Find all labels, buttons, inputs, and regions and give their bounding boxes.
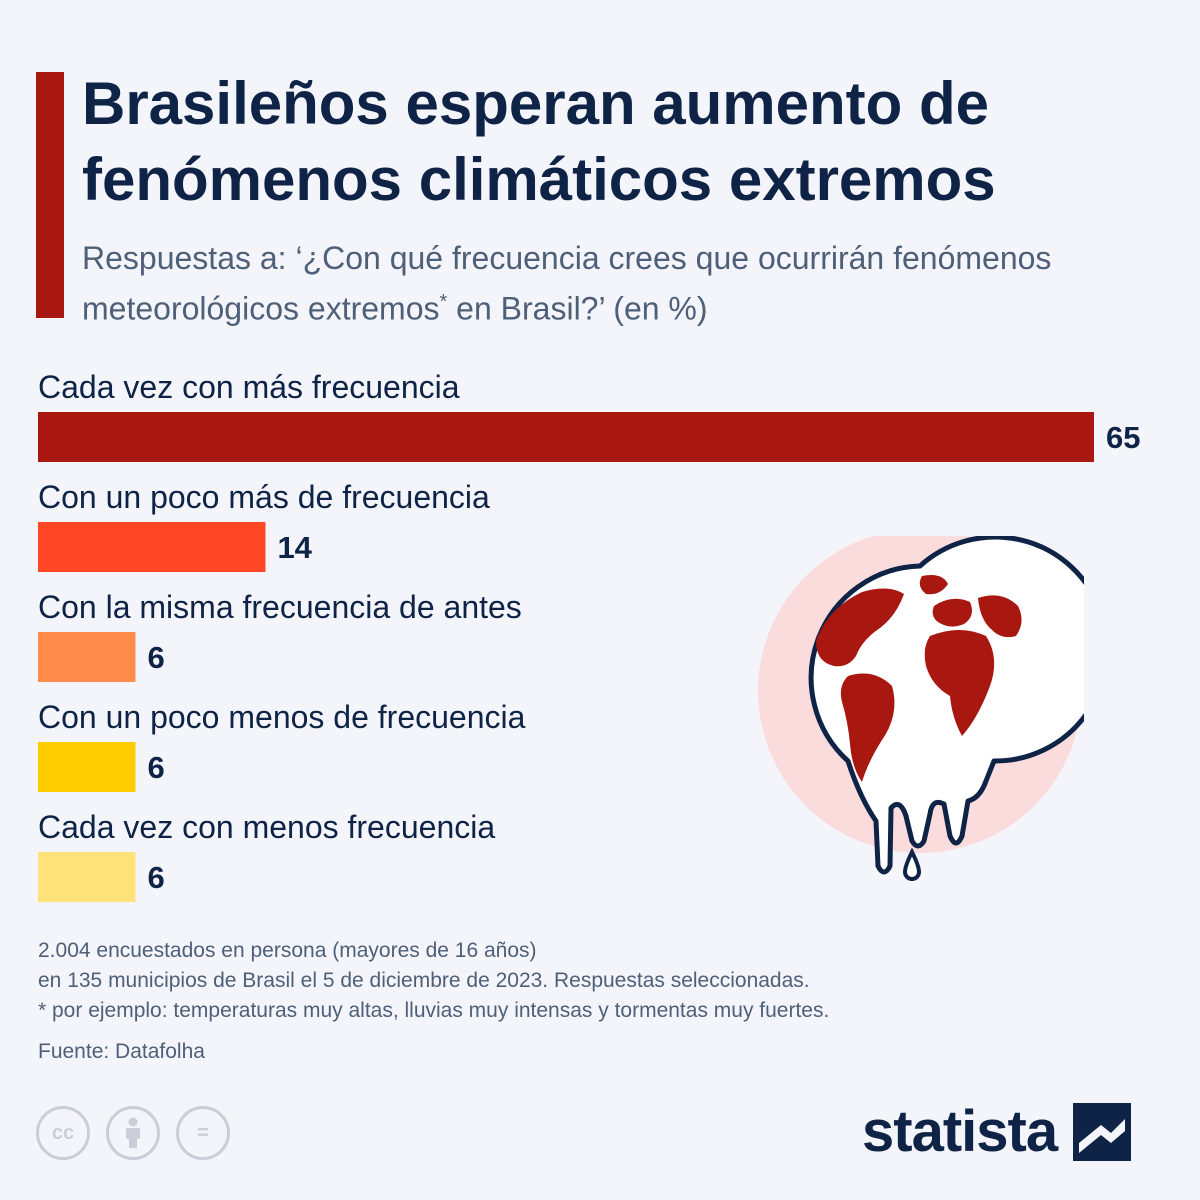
continent-north-america — [816, 588, 904, 667]
attribution-icon[interactable] — [106, 1106, 160, 1160]
category-label: Con un poco menos de frecuencia — [38, 699, 526, 735]
footnotes: 2.004 encuestados en persona (mayores de… — [38, 936, 1158, 1026]
continent-greenland — [919, 575, 948, 595]
chart-title: Brasileños esperan aumento de fenómenos … — [82, 70, 996, 213]
cc-icon[interactable]: cc — [36, 1106, 90, 1160]
bar-chart: Cada vez con más frecuencia 65 Con un poco… — [38, 369, 1140, 902]
continent-asia — [978, 595, 1022, 638]
value-label: 65 — [1106, 420, 1140, 455]
cc-icon-text: cc — [51, 1121, 75, 1144]
person-glyph — [126, 1117, 140, 1148]
bar — [38, 742, 136, 792]
continent-south-america — [840, 673, 895, 782]
subtitle-footnote-mark: * — [439, 291, 448, 313]
continent-europe — [932, 598, 972, 627]
category-label: Con un poco más de frecuencia — [38, 479, 490, 515]
footnote-line-2: en 135 municipios de Brasil el 5 de dici… — [38, 969, 810, 992]
no-derivatives-icon[interactable]: = — [176, 1106, 230, 1160]
value-label: 6 — [147, 860, 164, 895]
license-icons: cc = — [36, 1106, 230, 1160]
bar — [38, 852, 136, 902]
footnote-line-3: * por ejemplo: temperaturas muy altas, l… — [38, 999, 830, 1022]
chart-subtitle: Respuestas a: ‘¿Con qué frecuencia crees… — [82, 236, 1182, 331]
category-label: Cada vez con más frecuencia — [38, 369, 460, 405]
brand-name: statista — [862, 1099, 1058, 1164]
continent-africa — [924, 630, 995, 736]
statista-logo-icon — [1073, 1102, 1132, 1161]
statista-brand[interactable]: statista — [862, 1098, 1132, 1165]
subtitle-text-before: Respuestas a: ‘¿Con qué frecuencia crees… — [82, 240, 1052, 327]
value-label: 6 — [147, 750, 164, 785]
subtitle-text-after: en Brasil?’ (en %) — [447, 290, 708, 327]
category-label: Con la misma frecuencia de antes — [38, 589, 522, 625]
bar — [38, 632, 136, 682]
value-label: 6 — [147, 640, 164, 675]
nd-icon-text: = — [197, 1121, 209, 1144]
footnote-line-1: 2.004 encuestados en persona (mayores de… — [38, 939, 537, 962]
value-label: 14 — [277, 530, 312, 565]
category-label: Cada vez con menos frecuencia — [38, 809, 495, 845]
bar — [38, 412, 1094, 462]
title-accent-bar — [36, 72, 64, 318]
bar — [38, 522, 266, 572]
melting-globe-icon — [758, 536, 1084, 881]
melt-drop — [902, 847, 922, 881]
source-text: Fuente: Datafolha — [38, 1040, 205, 1063]
